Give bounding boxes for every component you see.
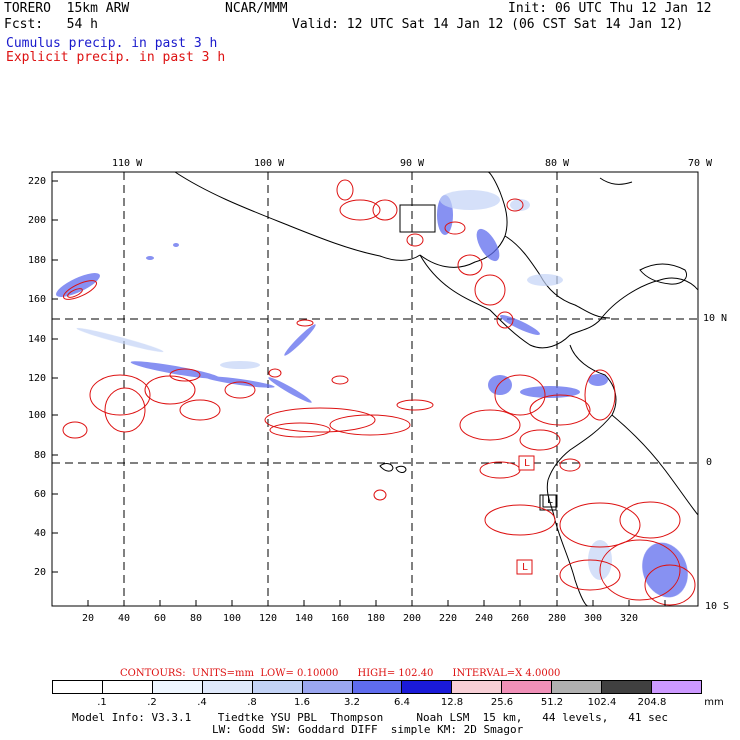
colorbar-tick-label: 25.6: [490, 697, 514, 708]
x-tick-label: 120: [259, 613, 278, 624]
y-tick-label: 220: [28, 176, 47, 187]
y-tick-label: 120: [28, 373, 47, 384]
x-tick-label: 80: [190, 613, 203, 624]
map-frame: [51, 171, 699, 607]
colorbar-cell: [202, 681, 253, 693]
y-tick-label: 140: [28, 334, 47, 345]
colorbar-cell: [102, 681, 153, 693]
coastlines: [174, 171, 699, 607]
x-tick-label: 260: [511, 613, 530, 624]
light-precip: [76, 190, 612, 580]
contour-label: CONTOURS:: [120, 668, 186, 679]
x-tick-label: 160: [331, 613, 350, 624]
colorbar-cell: [352, 681, 403, 693]
x-tick-label: 240: [475, 613, 494, 624]
lon-label: 100 W: [254, 158, 285, 169]
lon-label: 110 W: [112, 158, 143, 169]
colorbar-tick-label: 51.2: [540, 697, 564, 708]
colorbar-cell: [602, 681, 653, 693]
x-tick-label: 280: [548, 613, 567, 624]
contour-interval: INTERVAL=X 4.0000: [452, 668, 561, 679]
colorbar-cell: [302, 681, 353, 693]
contour-high: HIGH= 102.40: [357, 668, 434, 679]
colorbar-tick-label: 204.8: [637, 697, 667, 708]
lat-label: 0: [706, 457, 713, 468]
forecast-hour: Fcst: 54 h: [4, 17, 98, 32]
x-tick-label: 100: [223, 613, 242, 624]
lon-label: 80 W: [545, 158, 570, 169]
x-tick-label: 220: [439, 613, 458, 624]
explicit-legend: Explicit precip. in past 3 h: [6, 50, 226, 65]
colorbar-cell: [53, 681, 103, 693]
x-tick-label: 180: [367, 613, 386, 624]
contour-units: UNITS=mm: [192, 668, 255, 679]
y-tick-label: 160: [28, 294, 47, 305]
latlon-grid: [52, 172, 698, 606]
lat-label: 10 N: [703, 313, 728, 324]
colorbar-tick-label: 6.4: [394, 697, 410, 708]
y-tick-label: 40: [34, 528, 47, 539]
explicit-precip-contours: [62, 179, 696, 606]
bottom-ticks: [87, 600, 666, 606]
x-tick-label: 60: [154, 613, 167, 624]
colorbar-cell: [152, 681, 203, 693]
colorbar-tick-label: .2: [147, 697, 157, 708]
colorbar-cell: [402, 681, 453, 693]
contour-low: LOW= 0.10000: [260, 668, 339, 679]
model-title: TORERO 15km ARW: [4, 1, 130, 16]
colorbar-unit: mm: [704, 697, 724, 708]
colorbar-cell: [452, 681, 503, 693]
y-tick-label: 180: [28, 255, 47, 266]
colorbar-tick-label: .8: [247, 697, 257, 708]
y-tick-label: 20: [34, 567, 47, 578]
colorbar-tick-label: 1.6: [294, 697, 310, 708]
physics-info: LW: Godd SW: Goddard DIFF simple KM: 2D …: [212, 723, 524, 736]
low-label: L: [524, 458, 531, 469]
y-tick-label: 60: [34, 489, 47, 500]
init-time: Init: 06 UTC Thu 12 Jan 12: [508, 1, 712, 16]
x-tick-label: 140: [295, 613, 314, 624]
valid-time: Valid: 12 UTC Sat 14 Jan 12 (06 CST Sat …: [292, 17, 684, 32]
org-label: NCAR/MMM: [225, 1, 288, 16]
colorbar-tick-label: 12.8: [440, 697, 464, 708]
cumulus-legend: Cumulus precip. in past 3 h: [6, 36, 218, 51]
colorbar-cell: [552, 681, 603, 693]
x-tick-label: 200: [403, 613, 422, 624]
lon-label: 90 W: [400, 158, 425, 169]
contour-info: CONTOURS: UNITS=mm LOW= 0.10000 HIGH= 10…: [120, 668, 620, 679]
colorbar: [52, 680, 702, 694]
lat-label: 10 S: [705, 601, 730, 612]
left-ticks: [52, 180, 58, 573]
colorbar-cell: [252, 681, 303, 693]
colorbar-tick-label: 102.4: [587, 697, 617, 708]
colorbar-cell: [652, 681, 701, 693]
y-tick-label: 200: [28, 215, 47, 226]
colorbar-cell: [502, 681, 553, 693]
x-tick-label: 320: [620, 613, 639, 624]
low-markers: [516, 455, 558, 575]
lon-label: 70 W: [688, 158, 713, 169]
y-tick-label: 100: [28, 410, 47, 421]
x-tick-label: 40: [118, 613, 131, 624]
colorbar-tick-label: .4: [197, 697, 207, 708]
y-tick-label: 80: [34, 450, 47, 461]
low-label: L: [547, 495, 554, 506]
colorbar-tick-label: .1: [97, 697, 107, 708]
colorbar-tick-label: 3.2: [344, 697, 360, 708]
x-tick-label: 300: [584, 613, 603, 624]
x-tick-label: 20: [82, 613, 95, 624]
model-info: Model Info: V3.3.1 Tiedtke YSU PBL Thomp…: [72, 711, 669, 724]
low-label: L: [522, 562, 529, 573]
